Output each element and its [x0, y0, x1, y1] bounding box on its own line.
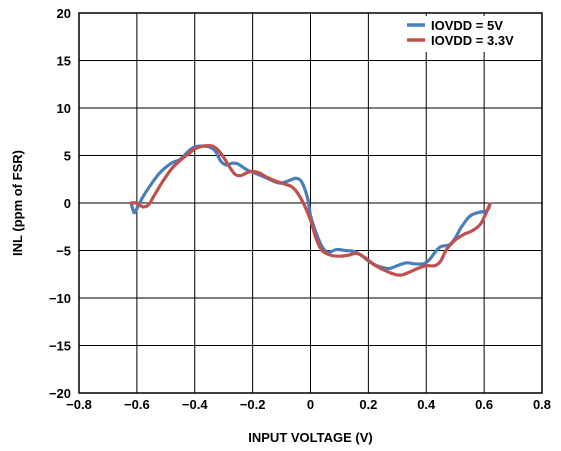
- y-tick-label: 0: [64, 196, 71, 211]
- y-tick-label: 5: [64, 149, 71, 164]
- x-axis-title: INPUT VOLTAGE (V): [248, 430, 372, 445]
- x-tick-label: 0.4: [417, 397, 436, 412]
- y-tick-label: 15: [57, 54, 71, 69]
- y-tick-label: 20: [57, 6, 71, 21]
- x-tick-label: −0.2: [240, 397, 266, 412]
- y-tick-label: −15: [49, 339, 71, 354]
- series-line-iovdd-5v: [129, 144, 492, 271]
- x-tick-label: −0.4: [182, 397, 208, 412]
- y-tick-label: −5: [56, 244, 71, 259]
- grid-lines: [79, 13, 542, 393]
- x-tick-labels: −0.8 −0.6 −0.4 −0.2 0 0.2 0.4 0.6 0.8: [66, 397, 551, 412]
- x-tick-label: 0: [307, 397, 314, 412]
- series-lines: [129, 143, 492, 277]
- y-tick-label: 10: [57, 101, 71, 116]
- legend-label: IOVDD = 3.3V: [431, 33, 514, 48]
- x-tick-label: −0.8: [66, 397, 92, 412]
- y-tick-labels: 20 15 10 5 0 −5 −10 −15 −20: [49, 6, 71, 401]
- plot-frame: [78, 12, 543, 394]
- x-tick-label: 0.8: [533, 397, 551, 412]
- x-tick-label: 0.6: [475, 397, 493, 412]
- x-tick-label: 0.2: [359, 397, 377, 412]
- y-axis-title: INL (ppm of FSR): [10, 150, 25, 256]
- y-tick-label: −20: [49, 386, 71, 401]
- legend-label: IOVDD = 5V: [431, 18, 503, 33]
- y-tick-label: −10: [49, 291, 71, 306]
- legend-background: [401, 16, 540, 52]
- series-line-iovdd-3v3: [129, 143, 492, 277]
- x-tick-label: −0.6: [124, 397, 150, 412]
